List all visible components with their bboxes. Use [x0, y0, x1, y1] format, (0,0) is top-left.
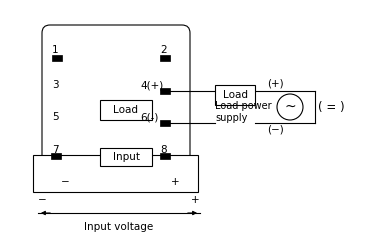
Text: Load power
supply: Load power supply [215, 101, 272, 123]
Text: 7: 7 [52, 145, 59, 155]
Bar [160, 120, 170, 126]
Bar [100, 100, 152, 120]
Text: Input: Input [113, 152, 139, 162]
FancyBboxPatch shape [42, 25, 190, 185]
Text: 6(-): 6(-) [140, 112, 158, 122]
Bar [100, 148, 152, 166]
Text: (+): (+) [267, 78, 284, 88]
Text: Load: Load [113, 105, 138, 115]
Text: 5: 5 [52, 112, 59, 122]
Text: (−): (−) [267, 125, 284, 135]
Text: −: − [38, 195, 47, 205]
Text: +: + [191, 195, 200, 205]
Text: ( = ): ( = ) [318, 101, 345, 114]
Text: 8: 8 [160, 145, 167, 155]
Bar [160, 88, 170, 94]
Text: Load: Load [223, 90, 248, 100]
Text: 3: 3 [52, 80, 59, 90]
Text: Input voltage: Input voltage [84, 222, 153, 232]
Text: 4(+): 4(+) [140, 80, 163, 90]
Text: +: + [171, 177, 179, 187]
Bar [215, 85, 255, 105]
Bar [52, 55, 62, 61]
Text: −: − [60, 177, 70, 187]
Text: ~: ~ [284, 100, 296, 114]
Bar [160, 55, 170, 61]
Bar [33, 155, 198, 192]
Bar [51, 153, 61, 159]
Text: 2: 2 [160, 45, 167, 55]
Bar [160, 153, 170, 159]
Text: 1: 1 [52, 45, 59, 55]
